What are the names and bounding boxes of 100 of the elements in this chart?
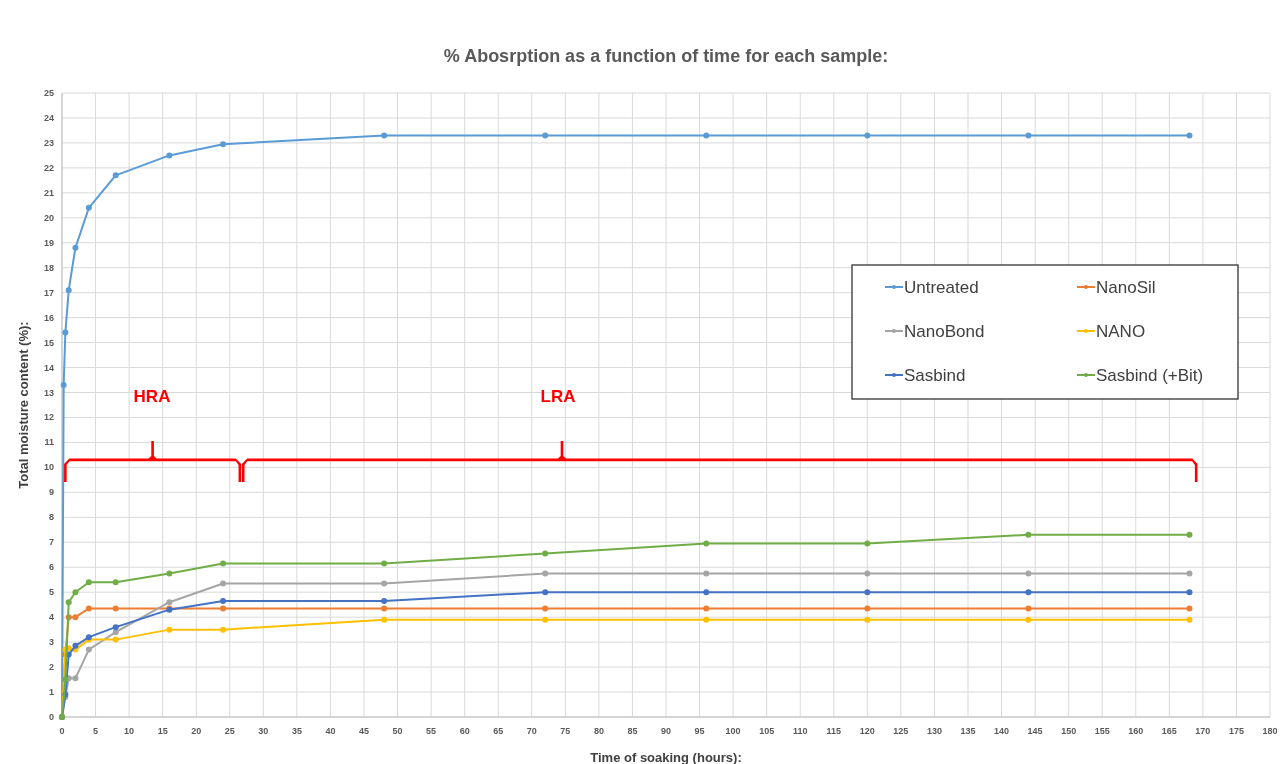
point	[703, 605, 710, 612]
legend-label: NanoBond	[904, 322, 985, 341]
x-tick-label: 140	[994, 726, 1010, 736]
point	[864, 570, 871, 577]
point	[381, 616, 388, 623]
point	[65, 287, 72, 294]
legend-label: Untreated	[904, 278, 979, 297]
x-tick-label: 120	[859, 726, 875, 736]
x-tick-label: 180	[1262, 726, 1278, 736]
x-tick-label: 155	[1094, 726, 1110, 736]
x-tick-label: 105	[759, 726, 775, 736]
point	[381, 605, 388, 612]
x-tick-label: 20	[191, 726, 202, 736]
point	[65, 599, 72, 606]
x-tick-label: 65	[493, 726, 504, 736]
point	[1025, 605, 1032, 612]
point	[220, 580, 227, 587]
point	[542, 570, 549, 577]
point	[703, 616, 710, 623]
point	[166, 570, 173, 577]
y-tick-label: 24	[43, 112, 54, 123]
point	[381, 580, 388, 587]
chart-title: % Abosrption as a function of time for each sample:	[443, 46, 889, 66]
point	[72, 614, 79, 621]
x-tick-label: 80	[593, 726, 604, 736]
x-tick-label: 75	[560, 726, 571, 736]
point	[1025, 616, 1032, 623]
point	[864, 616, 871, 623]
point	[220, 605, 227, 612]
point	[220, 597, 227, 604]
y-tick-label: 10	[43, 462, 54, 473]
annotation: HRA	[133, 387, 171, 406]
point	[72, 589, 79, 596]
x-tick-label: 175	[1228, 726, 1244, 736]
y-axis-title: Total moisture content (%):	[16, 321, 31, 489]
point	[85, 579, 92, 586]
x-tick-label: 35	[291, 726, 302, 736]
y-tick-label: 19	[43, 237, 54, 248]
point	[381, 597, 388, 604]
point	[542, 589, 549, 596]
legend-label: Sasbind	[904, 366, 966, 385]
y-tick-label: 15	[43, 337, 54, 348]
x-tick-label: 5	[93, 726, 99, 736]
point	[864, 132, 871, 139]
x-tick-label: 90	[660, 726, 672, 736]
point	[112, 636, 119, 643]
point	[112, 172, 119, 179]
point	[1025, 589, 1032, 596]
y-tick-label: 20	[43, 212, 54, 223]
legend-label: NanoSil	[1096, 278, 1156, 297]
point	[1186, 132, 1193, 139]
point	[112, 624, 119, 631]
point	[72, 675, 79, 682]
y-tick-label: 12	[43, 412, 54, 423]
point	[62, 329, 69, 336]
y-tick-label: 7	[48, 537, 54, 548]
x-tick-label: 50	[392, 726, 403, 736]
y-tick-label: 5	[48, 587, 54, 598]
x-tick-label: 150	[1061, 726, 1077, 736]
x-tick-label: 45	[358, 726, 370, 736]
y-tick-label: 25	[43, 88, 54, 98]
y-tick-label: 21	[43, 187, 54, 198]
y-tick-label: 16	[43, 312, 54, 323]
y-tick-label: 11	[44, 437, 54, 448]
point	[542, 616, 549, 623]
point	[1025, 570, 1032, 577]
x-tick-label: 10	[124, 726, 135, 736]
point	[1186, 531, 1193, 538]
y-tick-label: 9	[48, 487, 54, 498]
point	[72, 642, 79, 649]
y-tick-label: 4	[48, 612, 54, 623]
x-tick-label: 170	[1195, 726, 1211, 736]
annotation: LRA	[540, 387, 576, 406]
point	[72, 244, 79, 251]
point	[381, 560, 388, 567]
point	[220, 626, 227, 633]
x-tick-label: 85	[627, 726, 638, 736]
x-tick-label: 165	[1161, 726, 1177, 736]
point	[1186, 570, 1193, 577]
y-tick-label: 23	[43, 137, 54, 148]
point	[85, 204, 92, 211]
point	[864, 589, 871, 596]
x-tick-label: 15	[157, 726, 168, 736]
point	[1186, 616, 1193, 623]
point	[1025, 132, 1032, 139]
x-tick-label: 110	[792, 726, 808, 736]
x-tick-label: 0	[59, 726, 65, 736]
x-tick-label: 40	[325, 726, 336, 736]
y-tick-label: 13	[43, 387, 54, 398]
x-tick-label: 70	[526, 726, 537, 736]
point	[1186, 605, 1193, 612]
point	[220, 141, 227, 148]
point	[112, 629, 119, 636]
point	[542, 550, 549, 557]
point	[112, 579, 119, 586]
point	[166, 599, 173, 606]
y-tick-label: 2	[48, 662, 54, 673]
y-tick-label: 14	[43, 362, 54, 373]
legend-label: NANO	[1096, 322, 1146, 341]
point	[166, 626, 173, 633]
